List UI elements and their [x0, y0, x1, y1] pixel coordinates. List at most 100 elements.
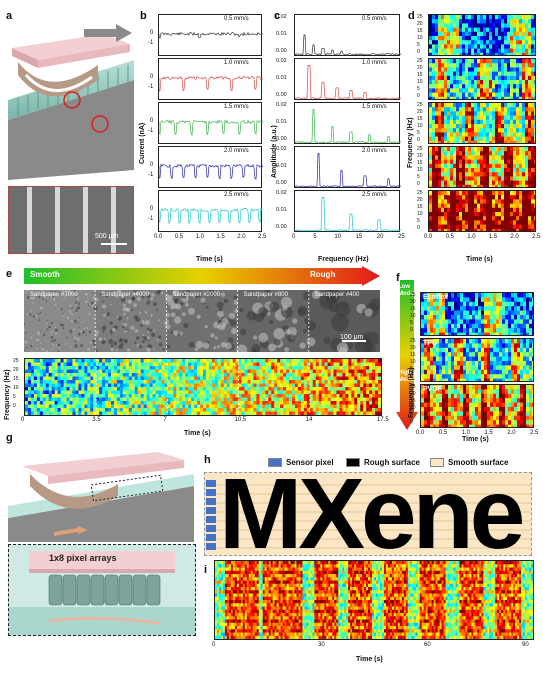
spectro-cell	[435, 67, 439, 73]
grain	[45, 339, 47, 342]
grain	[38, 339, 40, 341]
spectro-cell	[453, 67, 457, 73]
spectro-cell	[372, 359, 376, 363]
spectro-cell	[342, 380, 346, 384]
spectro-cell	[471, 163, 475, 169]
xtick-c: 25	[398, 234, 405, 240]
spectro-cell	[134, 397, 139, 402]
spectro-cell	[84, 401, 88, 405]
spectro-cell	[321, 366, 326, 370]
spectro-cell	[111, 390, 115, 395]
spectro-cell	[480, 67, 484, 73]
spectro-cell	[474, 168, 478, 173]
spectro-cell	[492, 140, 496, 143]
spectro-cell	[511, 323, 515, 329]
spectro-cell	[531, 195, 535, 200]
trace-label: 0.5 mm/s	[224, 16, 249, 22]
spectro-cell	[339, 359, 343, 363]
grain	[196, 314, 201, 319]
grain	[110, 303, 112, 306]
spectro-cell	[445, 343, 449, 349]
spectro-cell	[247, 411, 251, 415]
spectro-cell	[435, 27, 439, 33]
grain	[240, 328, 247, 336]
grain	[135, 291, 139, 295]
spectro-cell	[460, 356, 464, 362]
spectro-cell	[25, 383, 29, 388]
grain	[51, 339, 54, 342]
spectro-cell	[522, 52, 526, 55]
spectro-cell	[501, 147, 505, 152]
spectro-cell	[427, 306, 431, 312]
spectro-cell	[27, 390, 32, 395]
spectro-cell	[444, 59, 448, 64]
spectro-cell	[324, 397, 329, 402]
spectro-cell	[484, 361, 488, 366]
trace-line	[158, 75, 264, 92]
spectro-cell	[499, 374, 503, 380]
spectro-cell	[529, 323, 533, 329]
spectro-cell	[438, 31, 442, 37]
spectro-cell	[471, 124, 475, 129]
spectro-cell	[327, 404, 332, 409]
spectro-cell	[173, 359, 177, 363]
spectro-cell	[247, 401, 251, 405]
spectro-cell	[336, 394, 340, 398]
spectro-cell	[495, 27, 499, 33]
ytick-d: 0	[417, 225, 420, 231]
spectro-cell	[499, 293, 503, 298]
spectro-cell	[484, 378, 488, 381]
spectro-cell	[128, 404, 133, 409]
spectro-cell	[33, 362, 38, 367]
spectro-cell	[499, 365, 503, 371]
spectro-cell	[170, 359, 174, 363]
spectro-cell	[60, 380, 65, 384]
spectro-cell	[280, 362, 284, 367]
spectro-cell	[505, 365, 509, 371]
spectro-cell	[324, 404, 329, 409]
spectro-cell	[81, 362, 85, 367]
spectro-cell	[131, 380, 136, 384]
spectro-cell	[149, 404, 154, 409]
spectro-cell	[505, 301, 509, 307]
grain	[88, 312, 91, 315]
spectro-cell	[357, 390, 361, 395]
spectro-cell	[534, 191, 535, 196]
spectro-cell	[469, 347, 473, 353]
spectro-cell	[534, 147, 535, 152]
spectro-cell	[283, 390, 287, 395]
spectro-cell	[498, 195, 502, 200]
spectro-cell	[244, 359, 248, 363]
spectro-cell	[465, 63, 469, 68]
ytick-d: 15	[417, 116, 423, 122]
spectro-cell	[339, 408, 343, 412]
spectro-cell	[450, 103, 454, 108]
spectro-cell	[528, 168, 532, 173]
spectro-cell	[158, 359, 162, 363]
spectro-cell	[432, 151, 436, 156]
spectro-cell	[345, 366, 349, 370]
spectro-cell	[468, 184, 472, 187]
spectro-cell	[487, 356, 491, 362]
spectro-cell	[451, 347, 455, 353]
spectro-cell	[438, 44, 442, 50]
spectro-cell	[155, 369, 159, 374]
spectro-cell	[229, 390, 234, 395]
spectro-cell	[525, 15, 529, 20]
spectro-cell	[369, 366, 373, 370]
spectro-cell	[435, 212, 439, 217]
spectro-cell	[456, 216, 460, 221]
spectro-cell	[188, 411, 192, 415]
spectro-cell	[486, 176, 490, 182]
spectro-cell	[453, 155, 457, 161]
spectro-cell	[170, 401, 174, 405]
spectro-cell	[507, 71, 511, 77]
spectro-cell	[194, 373, 198, 377]
spectro-cell	[81, 387, 85, 391]
grain	[292, 318, 298, 324]
spectro-cell	[235, 362, 240, 367]
spectro-cell	[493, 347, 497, 353]
spectro-cell	[439, 306, 443, 312]
spectro-cell	[191, 404, 195, 409]
spectro-cell	[137, 390, 142, 395]
